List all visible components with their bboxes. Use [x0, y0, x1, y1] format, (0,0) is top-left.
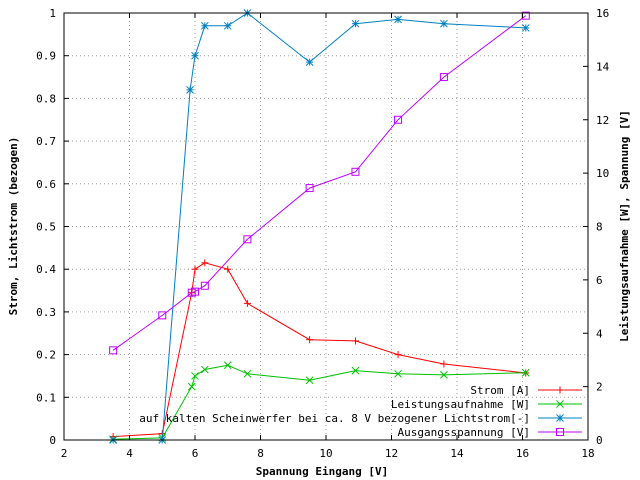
data-point	[223, 361, 232, 370]
y-tick-label: 0.4	[36, 263, 56, 276]
legend: Strom [A]Leistungsaufnahme [W]auf kalten…	[139, 384, 582, 439]
data-point	[187, 382, 196, 391]
series-4	[109, 11, 530, 355]
y-tick-label: 0.2	[36, 349, 56, 362]
series-line	[113, 12, 526, 441]
y-tick-label: 0.5	[36, 221, 56, 234]
y-tick-label: 0.1	[36, 391, 56, 404]
data-point	[200, 365, 209, 374]
data-point	[394, 351, 402, 359]
series-line	[112, 15, 527, 351]
y2-axis-label: Leistungsaufnahme [W], Spannung [V]	[618, 110, 631, 342]
data-point	[109, 346, 118, 355]
data-point	[200, 281, 209, 290]
x-tick-label: 4	[126, 447, 133, 460]
y2-tick-label: 4	[596, 327, 603, 340]
y-axis-ticks: 0 0.1 0.2 0.3 0.4 0.5 0.6 0.7 0.8 0.9 1	[36, 7, 69, 447]
y2-tick-label: 10	[596, 167, 609, 180]
data-point	[351, 19, 360, 28]
y2-tick-label: 2	[596, 381, 603, 394]
data-point	[200, 21, 209, 30]
y2-tick-label: 8	[596, 221, 603, 234]
series-line	[113, 364, 526, 440]
y-tick-label: 0.3	[36, 306, 56, 319]
data-point	[439, 73, 448, 82]
data-point	[305, 58, 314, 66]
data-point	[158, 311, 167, 320]
data-point	[521, 368, 530, 377]
data-point	[556, 400, 564, 408]
data-point	[191, 51, 199, 60]
y2-axis-ticks: 0 2 4 6 8 10 12 14 16	[583, 7, 610, 447]
legend-label: Leistungsaufnahme [W]	[391, 398, 530, 411]
data-point	[201, 259, 209, 267]
series-3	[109, 9, 530, 444]
y2-tick-label: 6	[596, 274, 603, 287]
data-point	[394, 115, 403, 124]
y-tick-label: 0.7	[36, 135, 56, 148]
legend-label: Ausgangsspannung [V]	[398, 426, 530, 439]
x-tick-label: 14	[450, 447, 464, 460]
y2-tick-label: 0	[596, 434, 603, 447]
x-tick-label: 16	[516, 447, 529, 460]
data-point	[186, 86, 194, 94]
y2-tick-label: 12	[596, 114, 609, 127]
data-point	[243, 235, 252, 244]
y-tick-label: 0.6	[36, 178, 56, 191]
data-point	[224, 265, 232, 273]
grid	[64, 13, 588, 440]
data-point	[243, 299, 251, 307]
y-axis-label: Strom, Lichtstrom (bezogen)	[7, 137, 20, 316]
legend-label: auf kalten Scheinwerfer bei ca. 8 V bezo…	[139, 412, 530, 425]
x-axis-label: Spannung Eingang [V]	[256, 465, 388, 478]
data-point	[223, 21, 232, 30]
y-tick-label: 0.8	[36, 92, 56, 105]
y-tick-label: 0.9	[36, 50, 56, 63]
data-point	[305, 376, 314, 385]
y-tick-label: 0	[49, 434, 56, 447]
data-point	[191, 372, 199, 380]
data-point	[440, 19, 448, 28]
data-point	[394, 15, 402, 24]
data-point	[306, 336, 314, 344]
data-point	[305, 184, 314, 193]
data-point	[556, 428, 564, 436]
series-line	[113, 262, 526, 438]
series-1	[109, 259, 530, 441]
data-point	[243, 369, 252, 378]
data-point	[191, 265, 199, 273]
data-point	[351, 167, 360, 176]
plot-area	[109, 9, 530, 444]
x-tick-label: 10	[319, 447, 332, 460]
x-tick-label: 2	[61, 447, 68, 460]
data-point	[440, 360, 448, 368]
data-point	[351, 366, 360, 375]
x-tick-label: 18	[581, 447, 594, 460]
data-point	[556, 414, 564, 422]
data-point	[191, 287, 199, 296]
x-axis-ticks: 2 4 6 8 10 12 14 16 18	[61, 13, 595, 460]
data-point	[521, 24, 530, 32]
y2-tick-label: 14	[596, 60, 610, 73]
x-tick-label: 8	[257, 447, 264, 460]
data-point	[440, 371, 448, 379]
data-point	[394, 369, 402, 378]
x-tick-label: 12	[385, 447, 398, 460]
legend-label: Strom [A]	[470, 384, 530, 397]
y2-tick-label: 16	[596, 7, 609, 20]
y-tick-label: 1	[49, 7, 56, 20]
data-point	[556, 386, 564, 394]
x-tick-label: 6	[192, 447, 199, 460]
data-point	[351, 337, 359, 345]
